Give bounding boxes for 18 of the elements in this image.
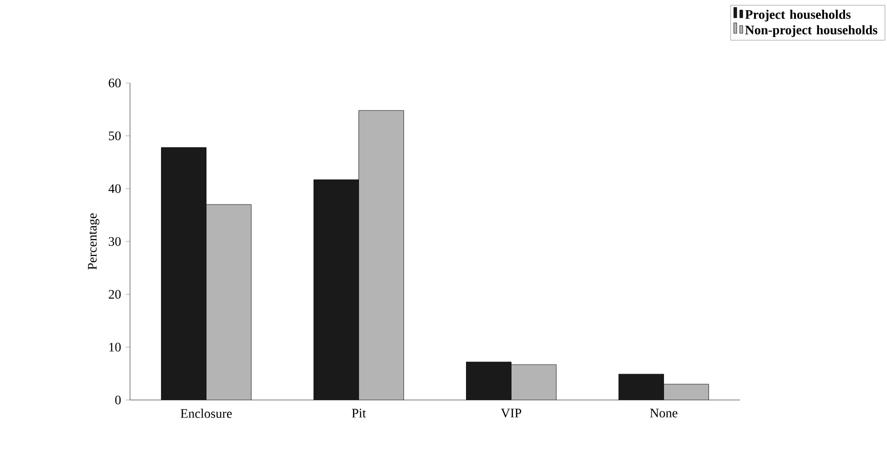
y-axis-title: Percentage [88,213,100,270]
y-tick-label: 20 [108,290,121,299]
bar [664,384,709,400]
y-tick-label: 10 [109,342,121,352]
x-tick-label: Pit [352,408,366,418]
bar [358,110,404,400]
y-tick-label: 50 [108,131,121,140]
bar [206,204,252,400]
legend-label: Project households [745,10,851,22]
x-tick-label: VIP [500,408,522,418]
x-tick-label: None [650,408,678,418]
y-tick-label: 30 [108,237,121,246]
y-tick-label: 40 [108,184,121,194]
y-tick-label: 60 [108,78,121,88]
bar [511,364,556,400]
x-tick-label: Enclosure [180,408,232,418]
y-tick-label: 0 [115,396,121,404]
legend-label: Non-project households [745,25,878,37]
